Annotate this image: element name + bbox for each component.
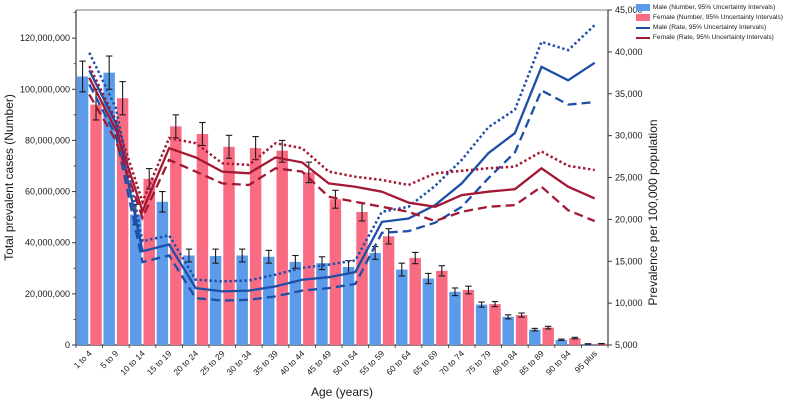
chart-legend: Male (Number, 95% Uncertainty Intervals)… [635,3,783,42]
bar-female [542,327,554,345]
bar-male [475,304,488,345]
bar-male [183,255,195,345]
bar-male [342,267,355,345]
x-tick-label: 75 to 79 [464,348,493,377]
x-tick-label: 55 to 59 [358,348,387,377]
bar-male [529,329,541,345]
bar-male [396,269,408,345]
rate-line-male-dotted [88,24,596,283]
legend-label: Female (Number, 95% Uncertainty Interval… [652,13,783,21]
x-tick-label: 80 to 84 [491,348,520,377]
legend-label: Female (Rate, 95% Uncertainty Intervals) [652,33,774,41]
legend-item-female-rate: Female (Rate, 95% Uncertainty Intervals) [635,33,783,42]
bar-female [116,98,129,345]
x-tick-label: 95 plus [573,348,599,374]
y-right-tick-label: 30,000 [615,131,643,141]
x-tick-label: 25 to 29 [198,348,227,377]
bar-female [223,146,235,345]
y-right-tick-label: 15,000 [615,256,643,266]
rate-line-male-dashed [88,83,595,302]
bar-male [316,263,328,345]
bar-female [303,172,315,345]
bar-female [170,126,182,345]
rate-line-female-solid [88,77,596,215]
male-number-swatch-icon [635,4,650,11]
x-tick-label: 40 to 44 [278,348,307,377]
bar-male [103,72,115,345]
x-tick-label: 5 to 9 [98,348,120,370]
bar-male [263,256,275,345]
legend-label: Male (Rate, 95% Uncertainty Intervals) [652,23,767,31]
x-tick-label: 20 to 24 [171,348,200,377]
y-left-tick-label: 40,000,000 [25,238,70,248]
bar-male [502,316,514,345]
legend-item-female-number: Female (Number, 95% Uncertainty Interval… [635,13,783,22]
bar-male [449,291,461,345]
y-right-tick-label: 20,000 [615,214,643,224]
female-number-swatch-icon [635,14,650,21]
y-left-axis-title: Total prevalent cases (Number) [2,94,16,261]
x-tick-label: 15 to 19 [145,348,174,377]
x-tick-label: 90 to 94 [544,348,573,377]
bar-male [369,252,381,345]
x-tick-label: 65 to 69 [411,348,440,377]
x-tick-label: 45 to 49 [304,348,333,377]
bar-female [329,199,342,345]
bar-female [90,104,102,346]
bar-female [196,134,209,345]
y-right-tick-label: 5,000 [615,340,638,350]
x-tick-label: 50 to 54 [331,348,360,377]
x-tick-label: 70 to 74 [437,348,466,377]
bar-female [382,236,395,345]
y-right-axis-title: Prevalence per 100,000 population [646,119,660,305]
bar-female [515,315,528,345]
x-tick-label: 85 to 89 [517,348,546,377]
y-left-tick-label: 20,000,000 [25,289,70,299]
x-tick-label: 10 to 14 [118,348,147,377]
bar-male [130,214,142,345]
rate-line-female-dashed [88,94,596,223]
x-axis-title: Age (years) [311,385,373,399]
bar-female [143,178,155,345]
x-tick-label: 30 to 34 [225,348,254,377]
y-left-tick-label: 60,000,000 [25,187,70,197]
bar-male [422,278,435,345]
legend-item-male-rate: Male (Rate, 95% Uncertainty Intervals) [635,23,783,32]
bar-male [289,261,302,345]
rate-line-female-dotted [88,65,595,206]
bar-male [76,76,89,345]
female-rate-line-swatch-icon [635,36,650,39]
y-right-tick-label: 25,000 [615,173,643,183]
y-right-tick-label: 40,000 [615,47,643,57]
bar-female [249,148,262,345]
y-left-tick-label: 0 [65,340,70,350]
y-right-tick-label: 10,000 [615,298,643,308]
x-tick-label: 60 to 64 [384,348,413,377]
y-right-tick-label: 45,000 [615,5,643,15]
bar-male [156,201,169,345]
legend-label: Male (Number, 95% Uncertainty Intervals) [652,3,776,11]
y-left-tick-label: 100,000,000 [20,84,70,94]
bar-female [356,212,368,345]
bar-female [569,338,581,345]
y-right-tick-label: 35,000 [615,89,643,99]
rate-line-male-solid [88,61,596,293]
y-left-tick-label: 80,000,000 [25,135,70,145]
y-left-tick-label: 120,000,000 [20,33,70,43]
bar-female [276,150,288,345]
male-rate-line-swatch-icon [635,26,650,29]
bar-female [489,304,501,345]
x-tick-label: 35 to 39 [251,348,280,377]
legend-item-male-number: Male (Number, 95% Uncertainty Intervals) [635,3,783,12]
bar-female [436,270,448,345]
bar-male [555,339,568,345]
bar-female [409,258,421,345]
x-tick-label: 1 to 4 [72,348,94,370]
bar-female [462,290,475,345]
